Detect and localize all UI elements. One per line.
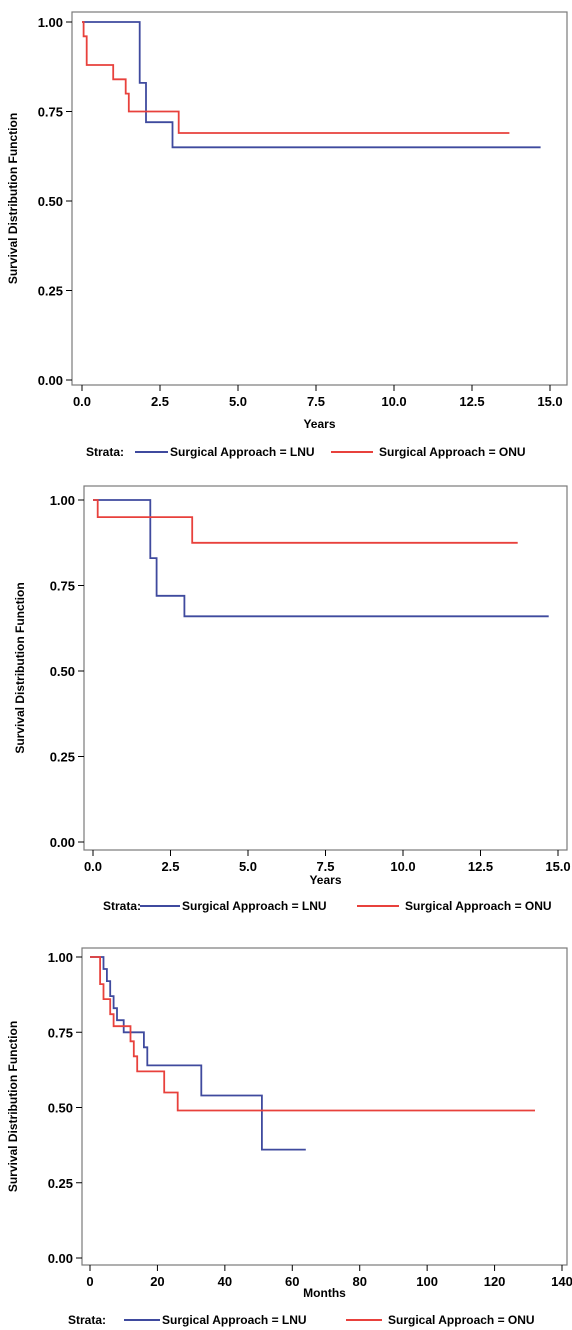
y-axis-title: Survival Distribution Function — [6, 113, 20, 284]
y-tick-label: 1.00 — [38, 15, 63, 30]
x-tick-label: 0 — [86, 1274, 93, 1289]
x-tick-label: 60 — [285, 1274, 299, 1289]
legend-label-lnu: Surgical Approach = LNU — [170, 445, 315, 459]
legend-label-onu: Surgical Approach = ONU — [388, 1313, 535, 1327]
y-axis-title: Survival Distribution Function — [6, 1021, 20, 1192]
x-axis-title: Months — [303, 1286, 346, 1300]
y-tick-label: 0.25 — [38, 284, 63, 299]
x-tick-label: 7.5 — [307, 394, 325, 409]
x-axis-title: Years — [309, 873, 341, 887]
series-line-onu — [90, 956, 535, 1112]
plot-frame — [71, 11, 568, 386]
x-tick-label: 10.0 — [390, 859, 415, 874]
x-tick-label: 100 — [416, 1274, 438, 1289]
x-tick-label: 10.0 — [381, 394, 406, 409]
x-tick-label: 7.5 — [316, 859, 334, 874]
legend-label-onu: Surgical Approach = ONU — [379, 445, 526, 459]
series-line-lnu — [93, 499, 549, 618]
legend-label-lnu: Surgical Approach = LNU — [162, 1313, 307, 1327]
y-tick-label: 0.75 — [50, 579, 75, 594]
x-tick-label: 0.0 — [84, 859, 102, 874]
y-axis-title: Survival Distribution Function — [13, 582, 27, 753]
x-tick-label: 2.5 — [161, 859, 179, 874]
x-tick-label: 2.5 — [151, 394, 169, 409]
chart-panel-3: 0 20 40 60 80 100 120 140 0.00 0.25 0.50 0.75 1.00 Mo… — [6, 947, 572, 1327]
x-tick-label: 5.0 — [239, 859, 257, 874]
y-tick-label: 0.75 — [48, 1025, 73, 1040]
y-tick-label: 0.50 — [48, 1101, 73, 1116]
y-tick-label: 0.25 — [48, 1176, 73, 1191]
x-tick-label: 5.0 — [229, 394, 247, 409]
series-line-lnu — [90, 956, 306, 1151]
series-line-onu — [93, 499, 518, 544]
x-tick-label: 20 — [150, 1274, 164, 1289]
y-tick-label: 0.75 — [38, 105, 63, 120]
y-tick-label: 0.00 — [38, 373, 63, 388]
legend-label-lnu: Surgical Approach = LNU — [182, 899, 327, 913]
legend-strata-label: Strata: — [86, 445, 124, 459]
y-tick-label: 0.25 — [50, 750, 75, 765]
plot-frame — [81, 947, 568, 1266]
x-axis-title: Years — [303, 417, 335, 431]
y-tick-label: 0.00 — [48, 1251, 73, 1266]
legend-label-onu: Surgical Approach = ONU — [405, 899, 552, 913]
chart-panel-1: 0.0 2.5 5.0 7.5 10.0 12.5 15.0 0.00 0.25 0.50 0.75… — [6, 11, 568, 459]
x-tick-label: 12.5 — [468, 859, 493, 874]
x-tick-label: 12.5 — [459, 394, 484, 409]
x-tick-label: 140 — [551, 1274, 572, 1289]
y-tick-label: 1.00 — [50, 493, 75, 508]
x-tick-label: 0.0 — [73, 394, 91, 409]
legend-strata-label: Strata: — [68, 1313, 106, 1327]
x-tick-label: 80 — [352, 1274, 366, 1289]
chart-panel-2: 0.0 2.5 5.0 7.5 10.0 12.5 15.0 0.00 0.25 0.50 0.75… — [13, 485, 571, 913]
x-tick-label: 15.0 — [537, 394, 562, 409]
y-tick-label: 1.00 — [48, 950, 73, 965]
x-tick-label: 15.0 — [545, 859, 570, 874]
x-tick-label: 120 — [484, 1274, 506, 1289]
y-tick-label: 0.50 — [50, 664, 75, 679]
legend-strata-label: Strata: — [103, 899, 141, 913]
series-line-onu — [82, 21, 510, 134]
plot-frame — [83, 485, 568, 851]
y-tick-label: 0.50 — [38, 194, 63, 209]
series-line-lnu — [82, 21, 541, 149]
y-tick-label: 0.00 — [50, 835, 75, 850]
x-tick-label: 40 — [218, 1274, 232, 1289]
